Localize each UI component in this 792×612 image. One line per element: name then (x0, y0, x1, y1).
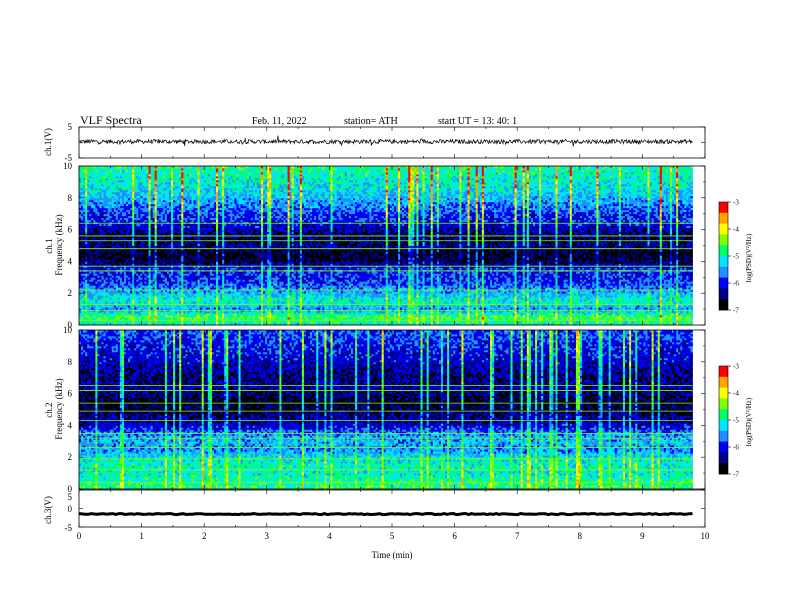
station-label: station= ATH (344, 116, 398, 127)
ch1-waveform-panel: 5 -5 ch.1(V) (43, 122, 705, 163)
figure-title: VLF Spectra (80, 113, 142, 127)
date-label: Feb. 11, 2022 (252, 116, 307, 127)
start-ut-label: start UT = 13: 40: 1 (438, 116, 517, 127)
ch1-ytick-5: 5 (68, 122, 73, 132)
ch1-waveform-frame (79, 127, 705, 158)
ch1-spectrogram-image (79, 166, 693, 325)
ch1-waveform-ylabel: ch.1(V) (43, 128, 53, 156)
